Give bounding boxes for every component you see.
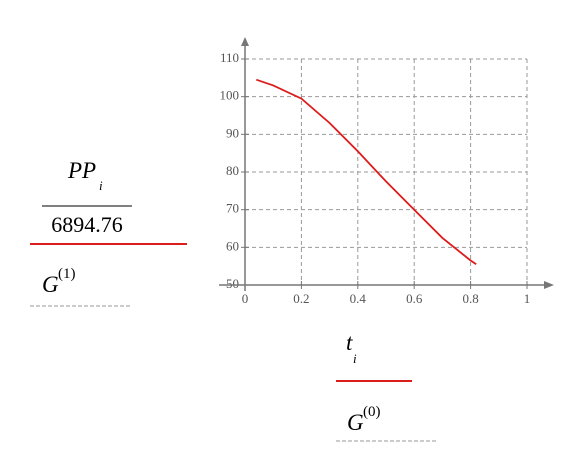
x-tick-label: 0.8 [462,291,478,306]
x-extra-superscript: (0) [363,404,381,420]
x-label: t [346,330,353,355]
x-tick-label: 0.6 [406,291,423,306]
y-tick-label: 90 [226,125,239,140]
y-axis-arrow [241,37,249,46]
x-tick-label: 0 [242,291,249,306]
x-tick-label: 0.4 [350,291,367,306]
x-tick-label: 1 [524,291,531,306]
x-tick-label: 0.2 [293,291,309,306]
labels: PP i 6894.76 G (1) t i G (0) [30,158,436,442]
y-tick-label: 60 [226,238,239,253]
y-tick-label: 50 [226,276,239,291]
y-tick-label: 70 [226,201,239,216]
data-line [256,78,477,266]
y-tick-label: 100 [220,88,240,103]
y-tick-label: 110 [220,50,239,65]
x-label-subscript: i [353,351,357,366]
y-extra-label: G [42,272,59,297]
y-label-divisor: 6894.76 [51,212,123,237]
y-label-subscript: i [99,178,103,193]
y-label: PP [67,158,96,183]
x-axis-arrow [544,281,554,289]
y-extra-superscript: (1) [58,266,76,282]
y-tick-label: 80 [226,163,239,178]
x-extra-label: G [347,410,364,435]
